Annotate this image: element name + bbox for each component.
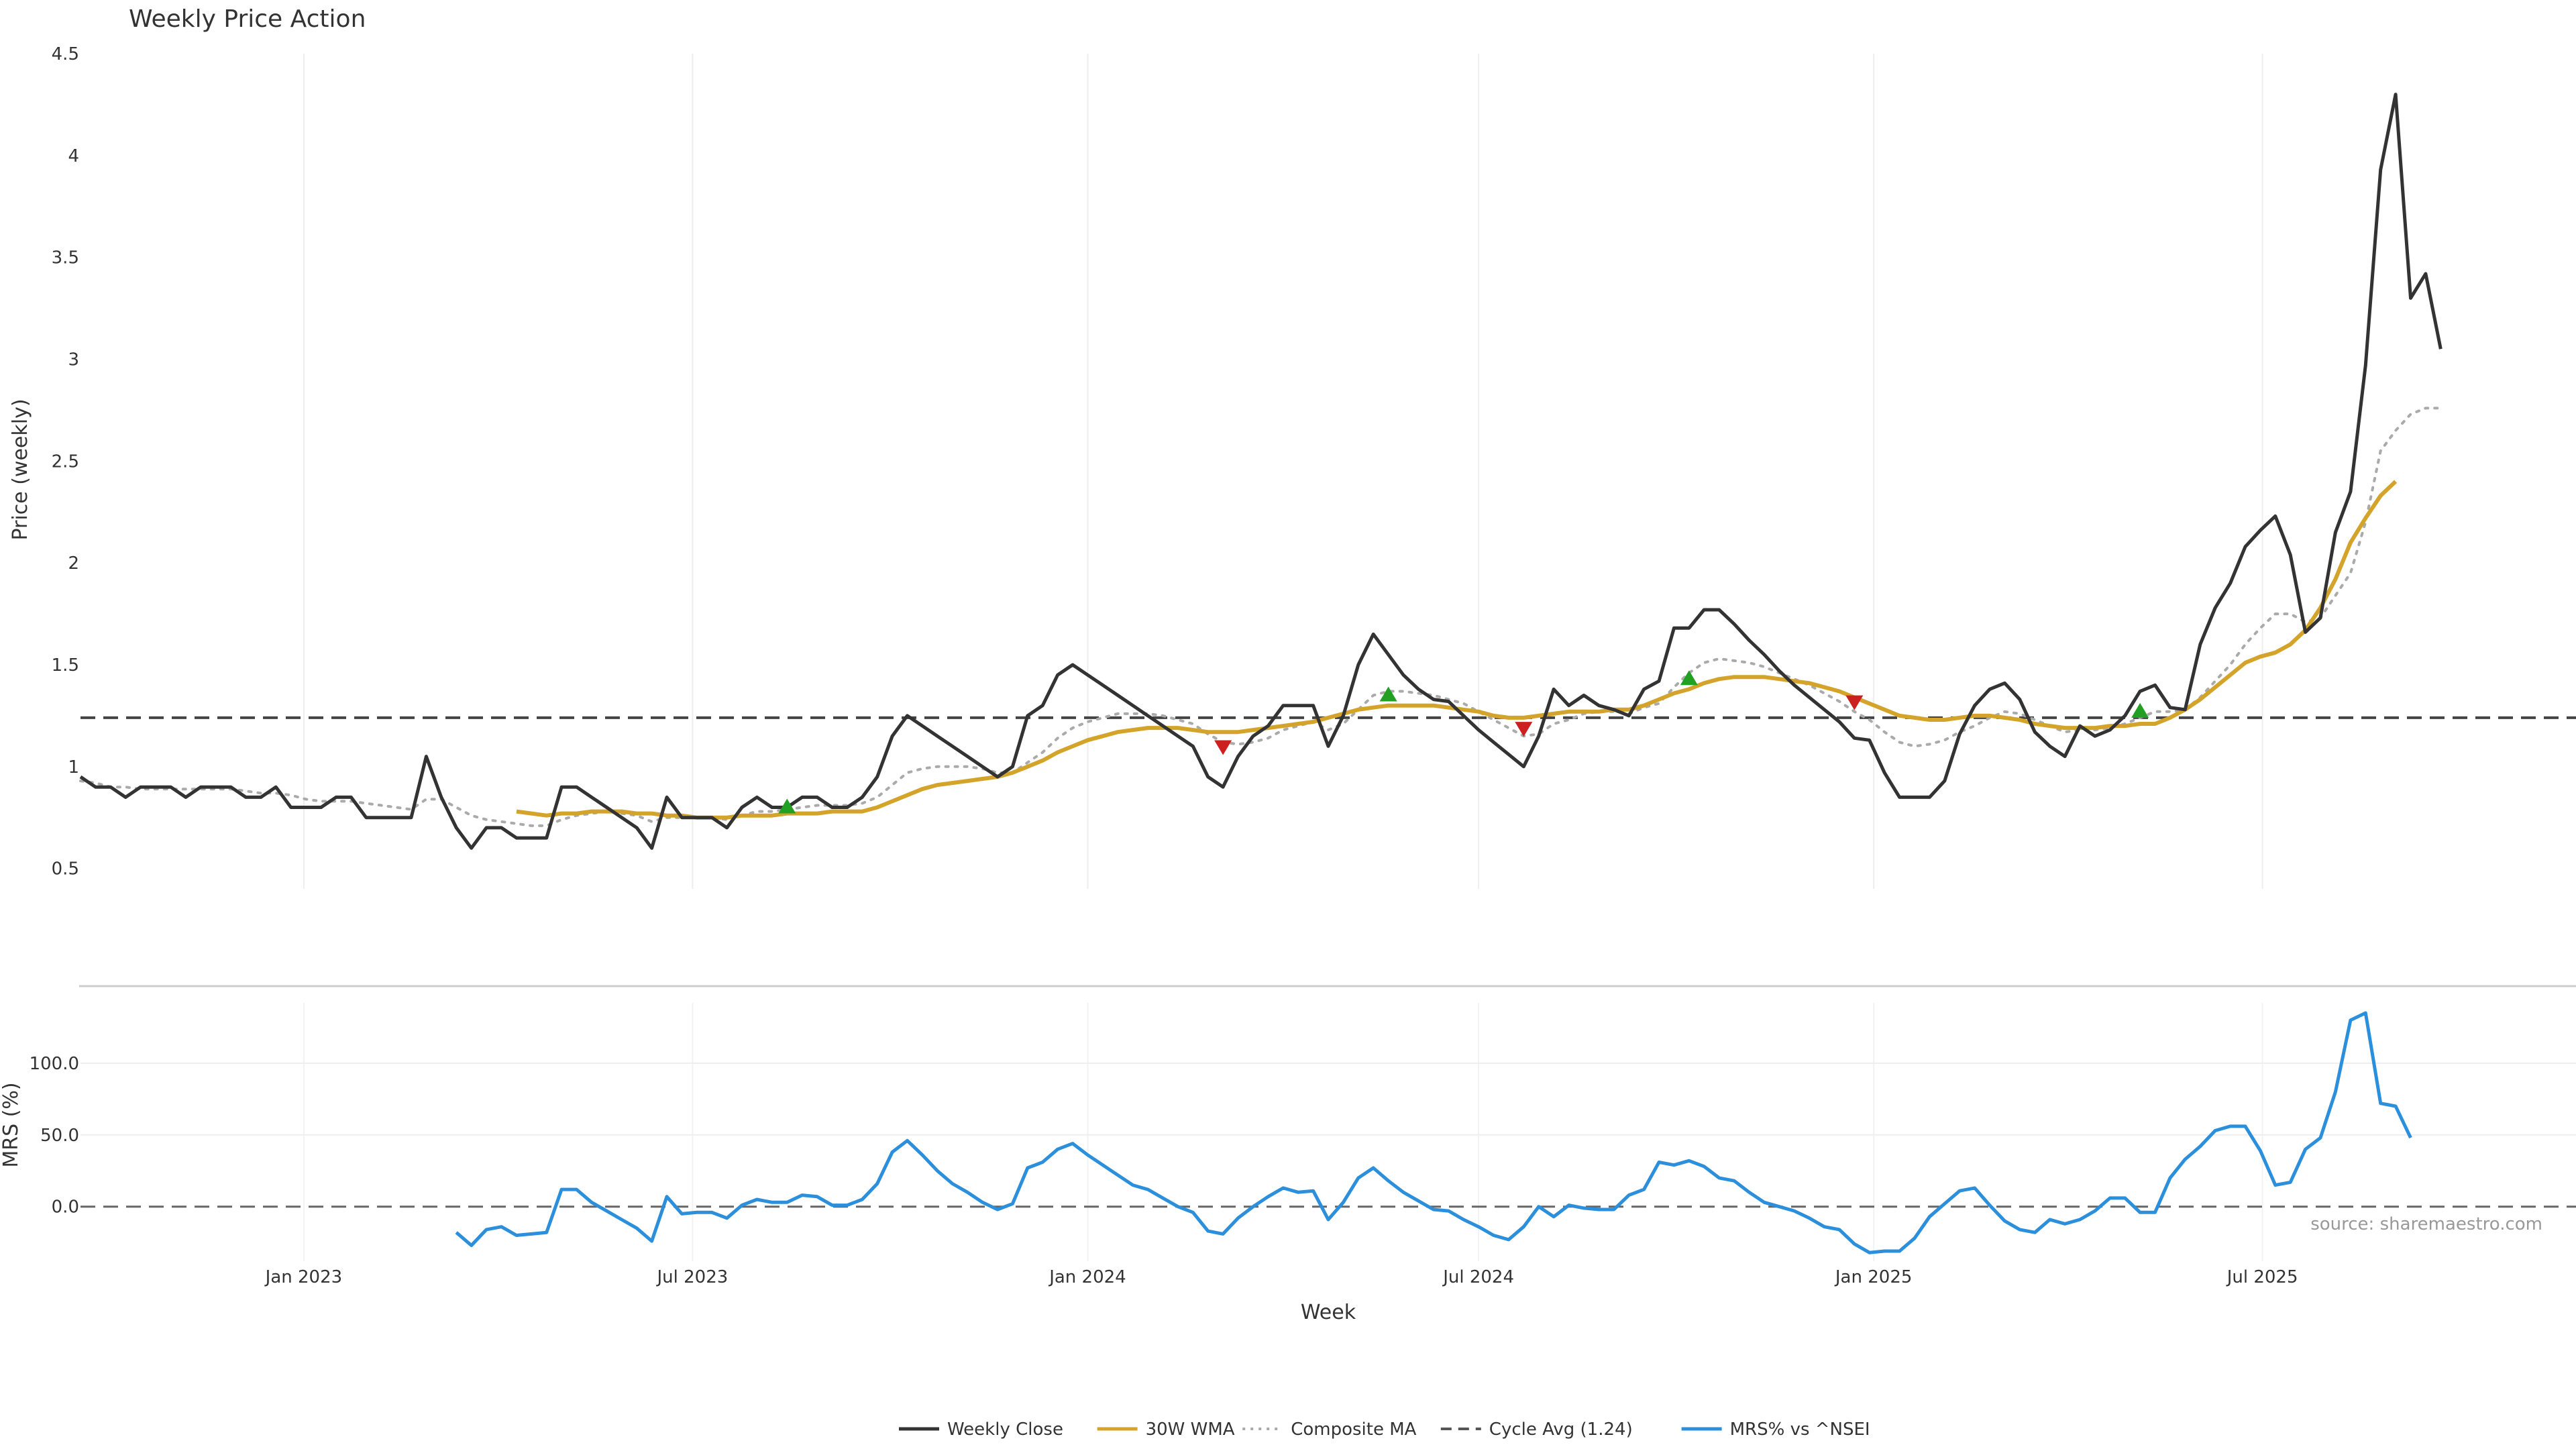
- price-y-tick-label: 0.5: [52, 859, 79, 879]
- x-tick-label: Jul 2025: [2226, 1267, 2298, 1287]
- x-tick-label: Jan 2025: [1834, 1267, 1913, 1287]
- composite-ma-line: [79, 407, 2443, 827]
- price-y-tick-label: 3.5: [52, 248, 79, 268]
- down-signal-marker: [1214, 740, 1232, 755]
- mrs-y-ticks: 0.0 50.0 100.0: [30, 1054, 79, 1218]
- mrs-y-tick-label: 0.0: [52, 1197, 79, 1218]
- legend-label: Cycle Avg (1.24): [1489, 1419, 1633, 1440]
- mrs-y-axis-label: MRS (%): [0, 1082, 23, 1167]
- x-axis-ticks: Jan 2023 Jul 2023 Jan 2024 Jul 2024 Jan 2025…: [264, 1267, 2298, 1287]
- x-tick-label: Jan 2024: [1048, 1267, 1126, 1287]
- down-signal-marker: [1845, 695, 1864, 710]
- price-y-tick-label: 4.5: [52, 44, 79, 64]
- mrs-grid: [80, 1003, 2576, 1261]
- price-y-tick-label: 1: [68, 757, 79, 777]
- signal-markers: [778, 670, 2149, 814]
- legend-label: 30W WMA: [1146, 1419, 1235, 1440]
- price-y-tick-label: 4: [68, 146, 79, 166]
- mrs-y-tick-label: 100.0: [30, 1054, 79, 1074]
- price-y-ticks: 0.5 1 1.5 2 2.5 3 3.5 4 4.5: [52, 44, 79, 879]
- price-y-axis-label: Price (weekly): [9, 398, 32, 540]
- x-tick-label: Jul 2024: [1442, 1267, 1514, 1287]
- chart-title: Weekly Price Action: [129, 5, 366, 33]
- x-tick-label: Jan 2023: [264, 1267, 343, 1287]
- down-signal-marker: [1515, 722, 1533, 737]
- legend-label: Weekly Close: [947, 1419, 1063, 1440]
- up-signal-marker: [1680, 670, 1698, 686]
- x-tick-label: Jul 2023: [655, 1267, 728, 1287]
- legend-label: Composite MA: [1291, 1419, 1416, 1440]
- up-signal-marker: [2131, 702, 2149, 718]
- wma-30w-line: [516, 480, 2398, 820]
- up-signal-marker: [778, 798, 796, 814]
- mrs-line: [455, 1011, 2412, 1254]
- mrs-panel: 0.0 50.0 100.0 MRS (%) source: sharemaestr…: [0, 1003, 2576, 1261]
- price-y-tick-label: 2.5: [52, 451, 79, 472]
- price-y-tick-label: 1.5: [52, 655, 79, 676]
- up-signal-marker: [1379, 686, 1397, 702]
- price-panel: 0.5 1 1.5 2 2.5 3 3.5 4 4.5 Price (weekly): [9, 44, 2576, 889]
- price-y-tick-label: 2: [68, 553, 79, 574]
- legend-label: MRS% vs ^NSEI: [1730, 1419, 1870, 1440]
- mrs-y-tick-label: 50.0: [40, 1126, 79, 1146]
- price-grid: [303, 54, 2263, 889]
- price-y-tick-label: 3: [68, 350, 79, 370]
- source-note: source: sharemaestro.com: [2310, 1214, 2542, 1234]
- legend: Weekly Close 30W WMA Composite MA Cycle Avg…: [899, 1419, 1870, 1440]
- x-axis-label: Week: [1301, 1301, 1356, 1324]
- weekly-close-line: [79, 93, 2443, 850]
